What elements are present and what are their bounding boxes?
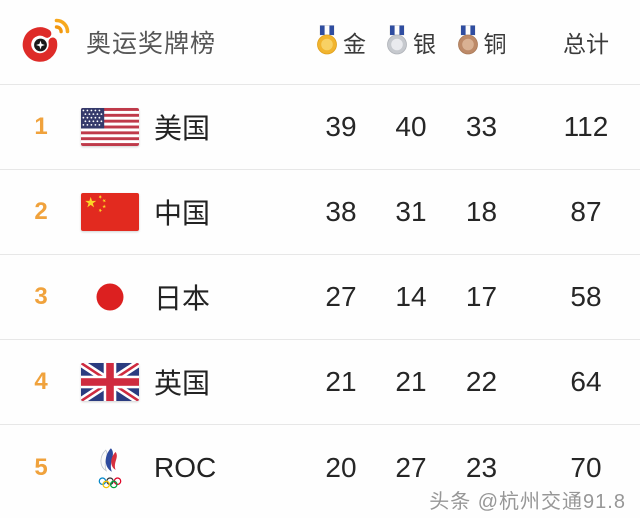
flag-roc (66, 446, 154, 490)
silver-label: 银 (413, 31, 436, 57)
silver-medal-icon (386, 24, 408, 60)
flag-china (66, 193, 154, 231)
column-bronze: 铜 (446, 24, 517, 60)
table-row[interactable]: 3 日本 27 14 17 58 (0, 255, 640, 340)
bronze-count: 33 (465, 111, 498, 142)
country-name: 美国 (154, 113, 211, 144)
bronze-medal-icon (457, 24, 479, 60)
bronze-count: 18 (465, 196, 498, 227)
column-total: 总计 (532, 25, 640, 59)
total-count: 87 (570, 196, 602, 227)
rank-number: 2 (34, 198, 48, 225)
rank-number: 5 (34, 453, 48, 481)
country-name: 日本 (154, 283, 211, 314)
total-label: 总计 (563, 31, 609, 57)
bronze-label: 铜 (483, 31, 507, 57)
total-count: 58 (570, 281, 602, 312)
rank-number: 4 (34, 368, 48, 395)
silver-count: 27 (395, 451, 427, 483)
rank-number: 3 (34, 283, 48, 310)
weibo-icon (20, 17, 70, 68)
table-row[interactable]: 5 ROC 20 27 23 70 (0, 425, 640, 510)
silver-count: 31 (395, 196, 427, 227)
total-count: 70 (570, 451, 602, 483)
flag-uk (66, 363, 154, 401)
column-gold: 金 (306, 24, 376, 60)
gold-count: 20 (325, 451, 357, 483)
country-name: 英国 (154, 368, 211, 399)
table-row[interactable]: 2 中国 38 31 18 87 (0, 170, 640, 255)
flag-japan (66, 278, 154, 316)
silver-count: 40 (395, 111, 427, 142)
table-header: 奥运奖牌榜 金 (0, 0, 640, 85)
brand: 奥运奖牌榜 (16, 17, 306, 68)
watermark: 头条 @杭州交通91.8 (429, 491, 626, 513)
gold-count: 38 (325, 196, 357, 227)
gold-count: 39 (325, 111, 357, 142)
bronze-count: 17 (465, 281, 498, 312)
silver-count: 21 (395, 366, 427, 397)
silver-count: 14 (395, 281, 427, 312)
table-row[interactable]: 4 英国 21 21 22 64 (0, 340, 640, 425)
country-name: 中国 (154, 198, 211, 229)
total-count: 112 (563, 111, 609, 142)
rank-number: 1 (34, 113, 48, 140)
page-title: 奥运奖牌榜 (86, 30, 217, 58)
table-row[interactable]: 1 美国 39 40 (0, 85, 640, 170)
gold-count: 27 (325, 281, 357, 312)
flag-usa (66, 108, 154, 146)
gold-label: 金 (343, 31, 366, 57)
gold-medal-icon (316, 24, 338, 60)
gold-count: 21 (325, 366, 357, 397)
bronze-count: 22 (465, 366, 498, 397)
bronze-count: 23 (465, 451, 498, 483)
column-silver: 银 (376, 24, 446, 60)
country-name: ROC (154, 451, 217, 483)
total-count: 64 (570, 366, 602, 397)
